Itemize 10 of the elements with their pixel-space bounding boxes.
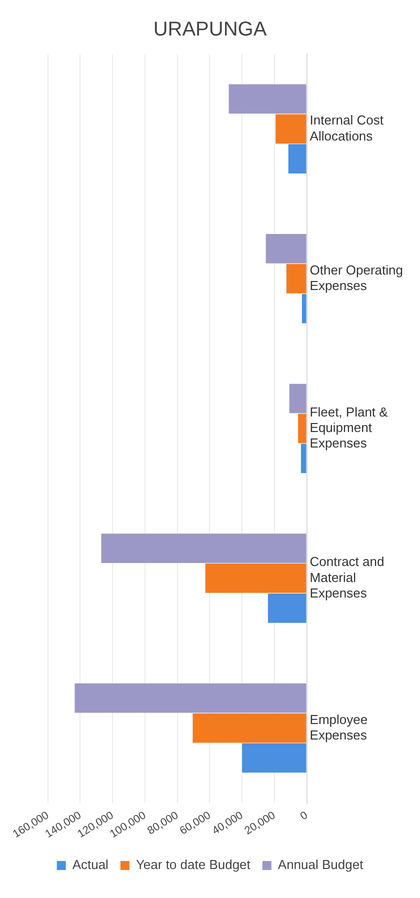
y-tick-label: Employee Expenses — [310, 712, 368, 742]
legend-label: Year to date Budget — [136, 857, 251, 872]
chart-title: URAPUNGA — [153, 18, 268, 41]
y-tick-label: Fleet, Plant & Equipment Expenses — [310, 404, 388, 451]
y-tick-label: Other Operating Expenses — [310, 262, 404, 294]
x-tick-label: 0 — [298, 809, 310, 823]
legend-label: Annual Budget — [278, 857, 364, 872]
legend-label: Actual — [72, 857, 109, 872]
y-tick-label: Contract and Material Expenses — [310, 554, 384, 600]
y-tick-label: Internal Cost Allocations — [310, 112, 384, 144]
